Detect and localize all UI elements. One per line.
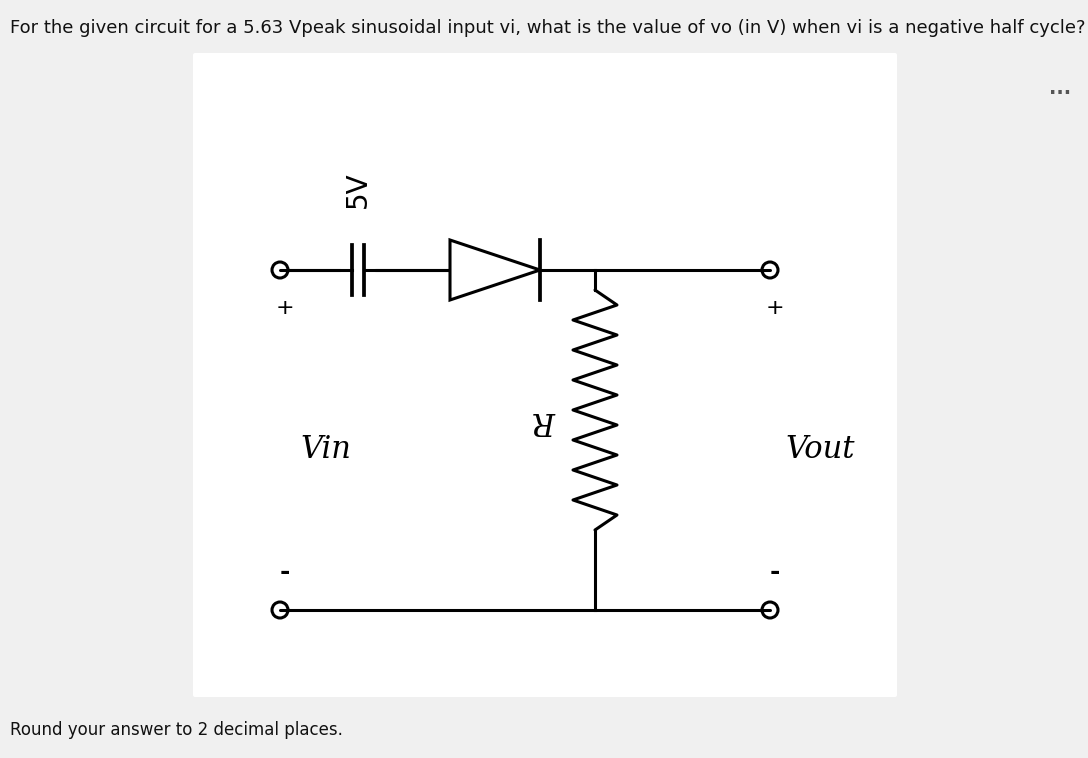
FancyBboxPatch shape <box>193 53 897 697</box>
Text: -: - <box>280 560 290 584</box>
Text: +: + <box>766 298 784 318</box>
Text: ...: ... <box>1049 79 1071 98</box>
Text: R: R <box>533 405 556 436</box>
Text: -: - <box>770 560 780 584</box>
Text: Vout: Vout <box>786 434 854 465</box>
Text: Vin: Vin <box>300 434 350 465</box>
Text: For the given circuit for a 5.63 Vpeak sinusoidal input vi, what is the value of: For the given circuit for a 5.63 Vpeak s… <box>10 19 1086 37</box>
Text: +: + <box>275 298 295 318</box>
Polygon shape <box>450 240 540 300</box>
Text: Round your answer to 2 decimal places.: Round your answer to 2 decimal places. <box>10 721 343 739</box>
Text: 5V: 5V <box>344 172 371 208</box>
